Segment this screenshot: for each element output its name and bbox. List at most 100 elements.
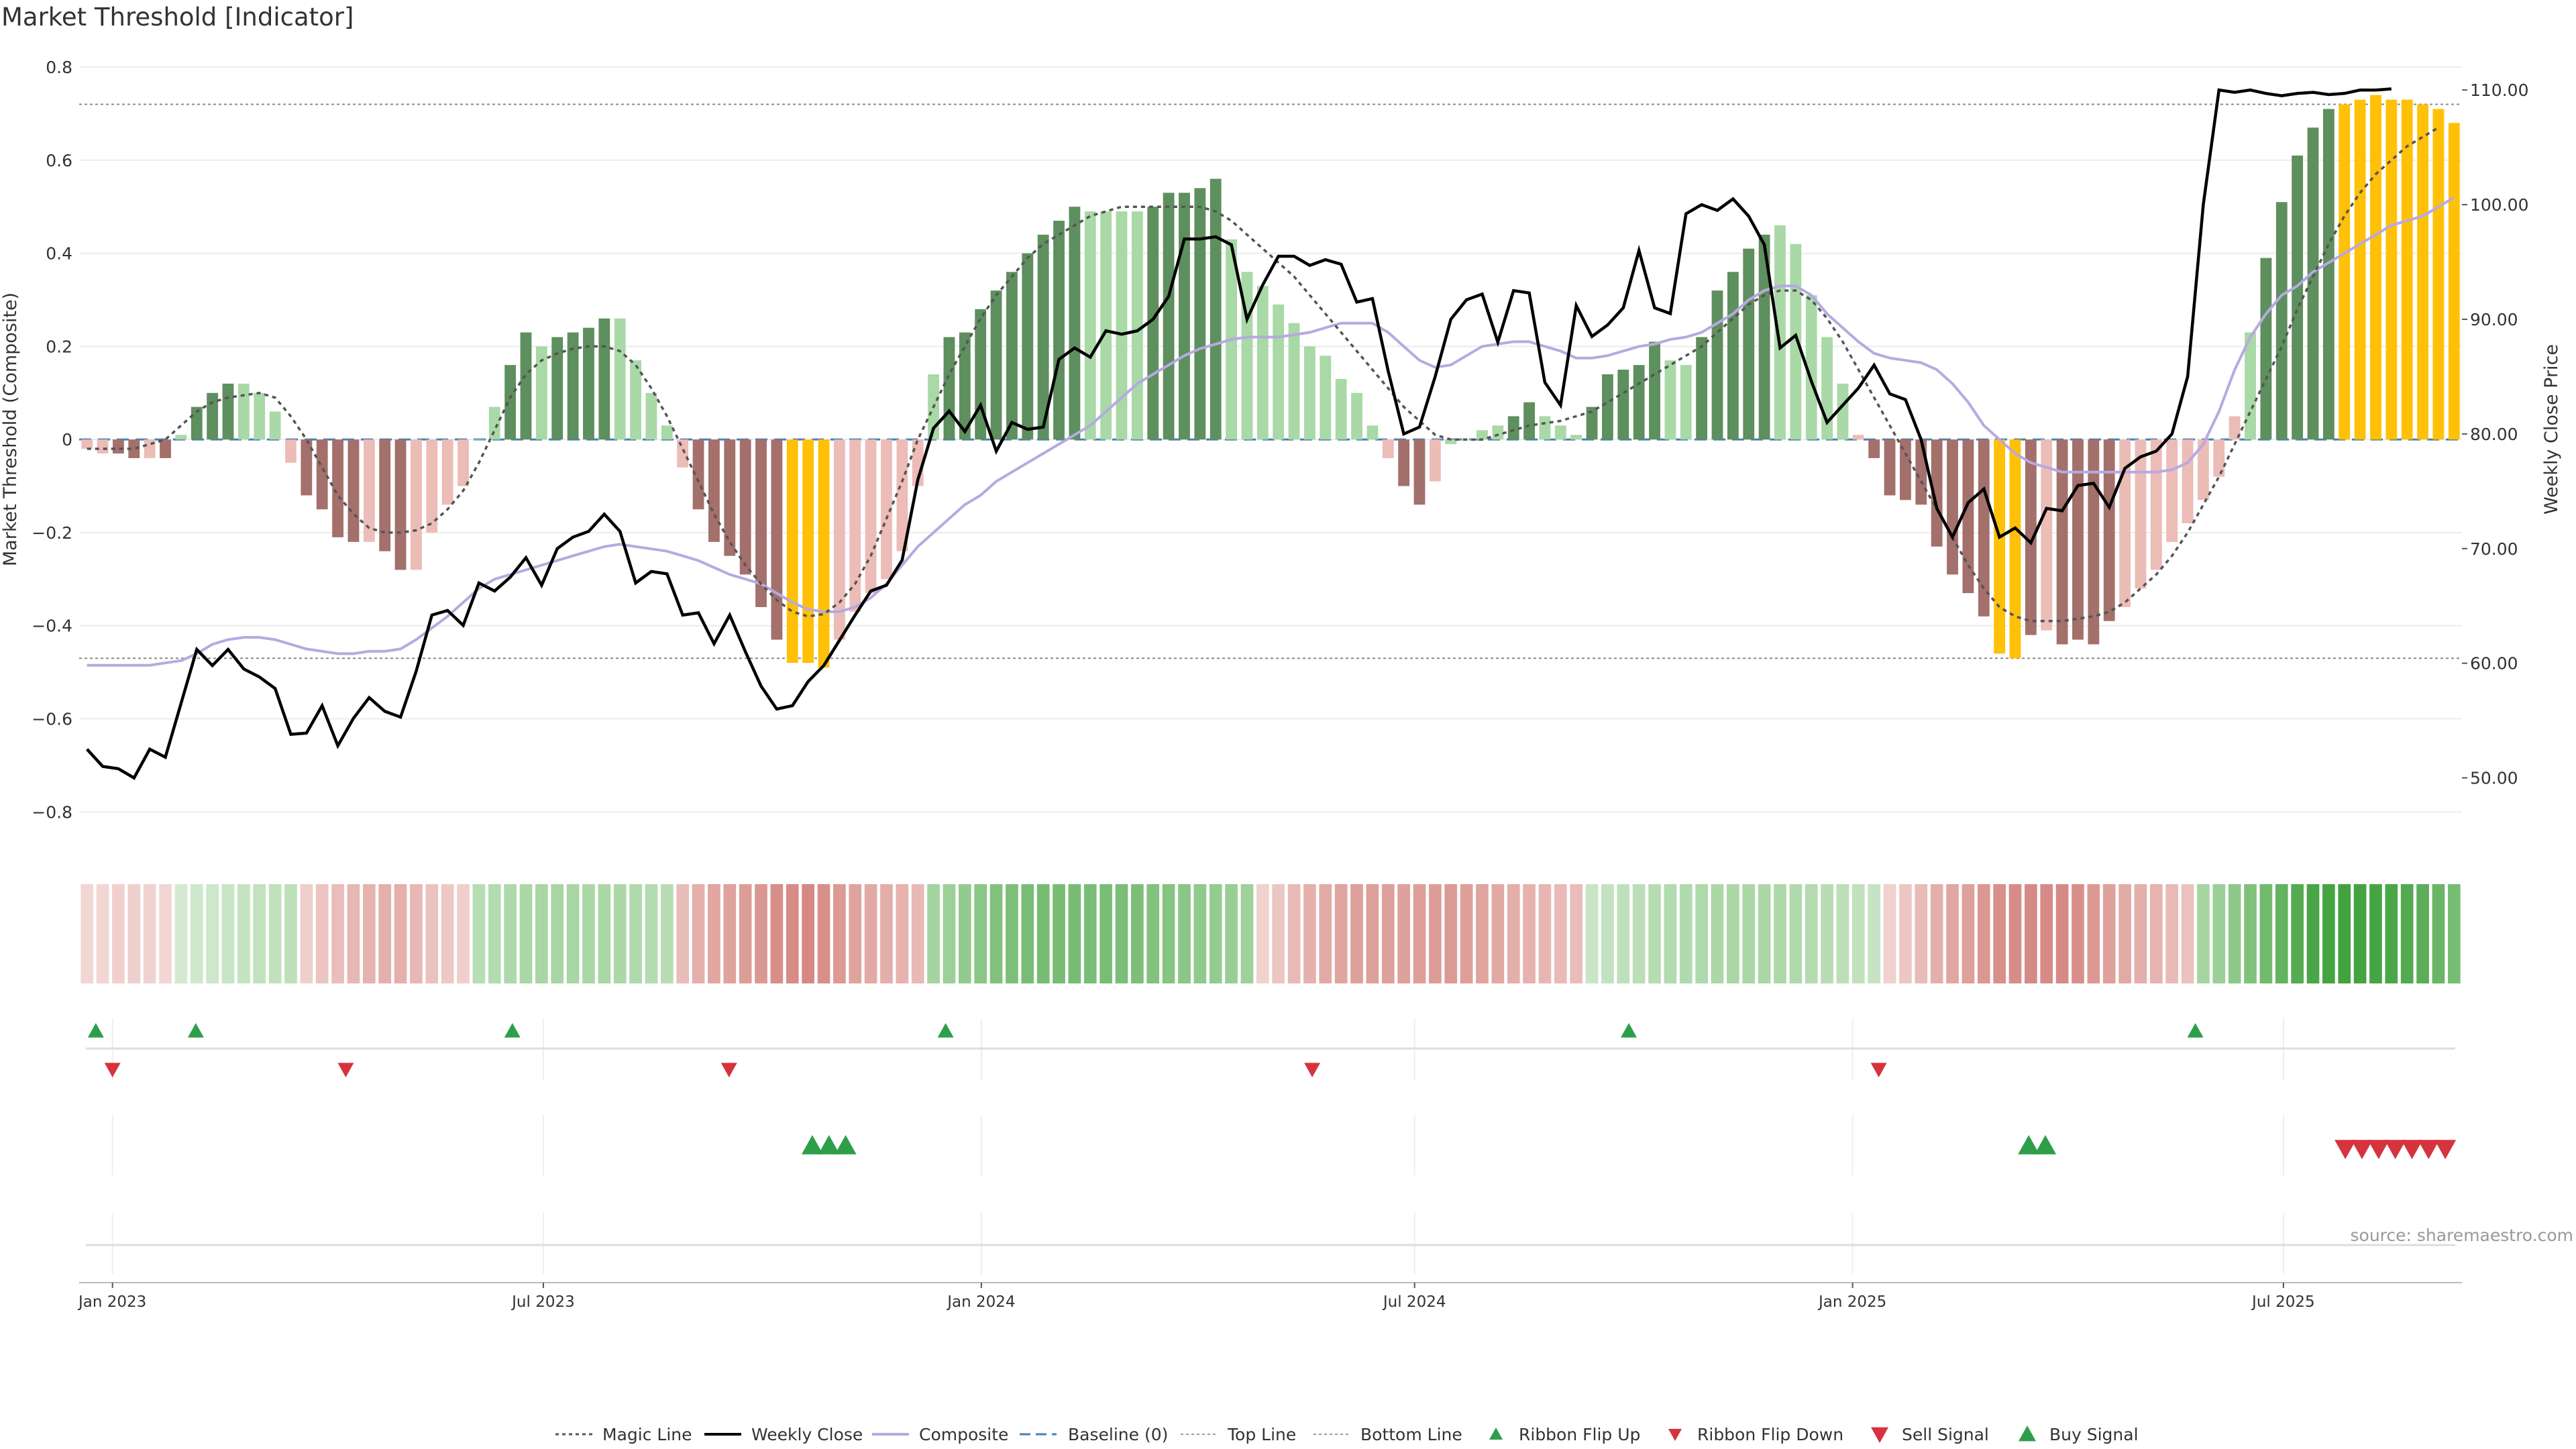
- ribbon-cell: [1287, 884, 1301, 983]
- left-tick-label: 0: [62, 430, 72, 449]
- ribbon-cell: [1099, 884, 1112, 983]
- composite-bar: [1492, 425, 1504, 440]
- ribbon-cell: [331, 884, 344, 983]
- ribbon-cell: [1836, 884, 1849, 983]
- composite-bar: [614, 318, 626, 440]
- ribbon-cell: [770, 884, 784, 983]
- composite-bar: [1743, 248, 1755, 440]
- ribbon-cell: [2102, 884, 2116, 983]
- ribbon-cell: [519, 884, 533, 983]
- ribbon-cell: [1131, 884, 1144, 983]
- left-tick-label: 0.6: [46, 151, 72, 170]
- composite-bar: [1680, 365, 1692, 440]
- composite-bar: [1366, 425, 1379, 440]
- composite-bar: [1022, 253, 1034, 440]
- ribbon-cell: [2055, 884, 2069, 983]
- composite-bar: [379, 439, 391, 551]
- composite-bar: [269, 411, 281, 440]
- chart-title: Market Threshold [Indicator]: [1, 3, 354, 32]
- composite-bar: [411, 439, 422, 570]
- buy-signal-marker: [801, 1135, 823, 1155]
- ribbon-cell: [2212, 884, 2226, 983]
- composite-bar: [677, 439, 689, 468]
- ribbon-cell: [2228, 884, 2241, 983]
- date-gridlines: [111, 1018, 2284, 1275]
- ribbon-cell: [645, 884, 658, 983]
- ribbon-cell: [943, 884, 956, 983]
- ribbon-cell: [1115, 884, 1128, 983]
- composite-bar: [1978, 439, 1990, 616]
- ribbon-cell: [1366, 884, 1379, 983]
- ribbon-cell: [1225, 884, 1238, 983]
- ribbon-cell: [1899, 884, 1912, 983]
- composite-bar: [2307, 127, 2319, 440]
- composite-bar: [959, 332, 971, 440]
- composite-bar: [1006, 272, 1018, 440]
- ribbon-cell: [1570, 884, 1583, 983]
- composite-bar: [865, 439, 877, 594]
- ribbon-cell: [457, 884, 470, 983]
- composite-bar: [2198, 439, 2209, 500]
- composite-bar: [1084, 211, 1096, 440]
- ribbon-cell: [159, 884, 172, 983]
- ribbon-flip-down-marker: [1304, 1063, 1321, 1077]
- composite-bar: [2385, 99, 2398, 440]
- ribbon-cell: [1774, 884, 1786, 983]
- composite-bar: [2354, 99, 2366, 440]
- sell-signal-marker: [2418, 1140, 2440, 1159]
- composite-bar: [237, 383, 250, 440]
- legend: Magic Line Weekly Close Composite Baseline …: [555, 1425, 2139, 1444]
- ribbon-cell: [613, 884, 627, 983]
- ribbon-cell: [1946, 884, 1959, 983]
- ribbon-cell: [911, 884, 924, 983]
- left-tick-label: −0.4: [32, 616, 72, 636]
- ribbon-cell: [1554, 884, 1567, 983]
- composite-bar: [2025, 439, 2037, 635]
- x-axis-ticks: Jan 2023 Jul 2023 Jan 2024 Jul 2024 Jan 2025…: [77, 1282, 2462, 1311]
- composite-bar: [2166, 439, 2178, 542]
- ribbon-cell: [1053, 884, 1065, 983]
- left-axis-ticks: 0.8 0.6 0.4 0.2 0 −0.2 −0.4 −0.6 −0.8: [32, 58, 72, 822]
- ribbon-cell: [1585, 884, 1599, 983]
- ribbon-flip-down-marker: [720, 1063, 737, 1077]
- ribbon-cell: [1993, 884, 2006, 983]
- composite-bar: [2245, 332, 2256, 440]
- ribbon-cell: [2197, 884, 2210, 983]
- legend-label: Weekly Close: [751, 1425, 863, 1444]
- composite-bar: [786, 439, 798, 663]
- x-tick-label: Jan 2024: [946, 1293, 1015, 1311]
- ribbon-cell: [488, 884, 501, 983]
- composite-bar: [1256, 286, 1269, 440]
- ribbon-flip-down-marker: [337, 1063, 354, 1077]
- legend-swatch: [1668, 1429, 1682, 1441]
- composite-bar: [2370, 95, 2381, 440]
- ribbon-cell: [1851, 884, 1865, 983]
- composite-bar: [1758, 234, 1770, 440]
- composite-bar: [1868, 439, 1880, 458]
- right-tick-label: 80.00: [2470, 425, 2518, 444]
- ribbon-cell: [472, 884, 486, 983]
- left-tick-label: 0.8: [46, 58, 72, 77]
- ribbon-cell: [1240, 884, 1254, 983]
- legend-label: Ribbon Flip Up: [1519, 1425, 1640, 1444]
- ribbon-cell: [1068, 884, 1081, 983]
- composite-bar: [97, 439, 109, 453]
- composite-bar: [1523, 402, 1535, 440]
- composite-bar: [1805, 295, 1817, 440]
- sell-signal-marker: [2384, 1140, 2406, 1159]
- left-tick-label: −0.2: [32, 523, 72, 543]
- composite-bar: [1477, 430, 1488, 440]
- x-tick-label: Jul 2025: [2251, 1293, 2315, 1311]
- left-tick-label: 0.4: [46, 244, 72, 264]
- composite-bar: [2182, 439, 2194, 524]
- ribbon-flip-up-marker: [87, 1023, 104, 1038]
- legend-label: Top Line: [1227, 1425, 1296, 1444]
- composite-bar: [1398, 439, 1410, 486]
- composite-bar: [2292, 155, 2304, 440]
- ribbon-cell: [2385, 884, 2398, 983]
- legend-swatch: [1489, 1428, 1503, 1440]
- composite-bar: [755, 439, 767, 607]
- ribbon-cell: [1742, 884, 1756, 983]
- composite-bar: [896, 439, 908, 551]
